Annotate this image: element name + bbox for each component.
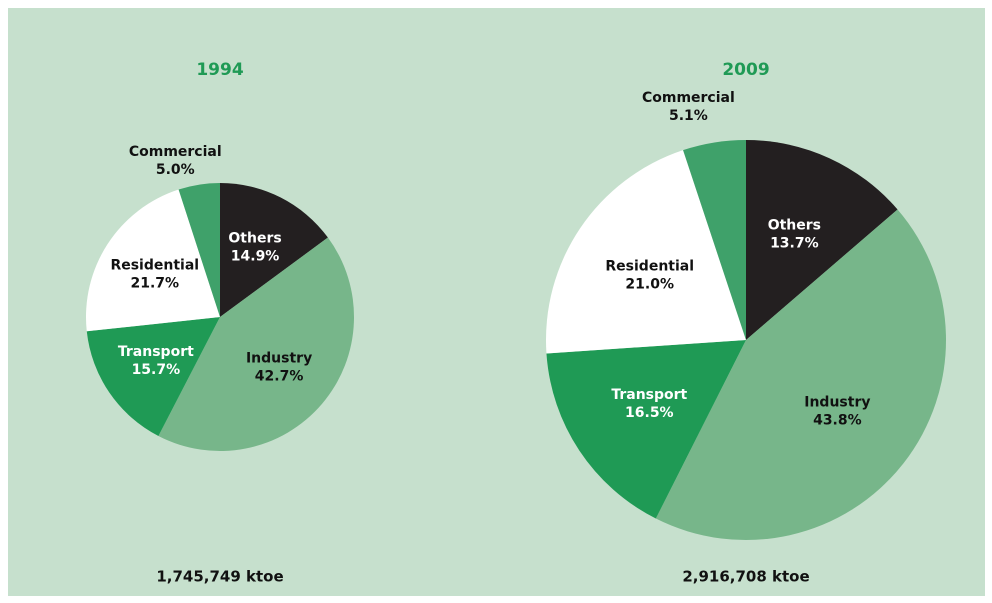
slice-category: Industry: [246, 350, 312, 366]
pie-slice: [746, 140, 898, 340]
slice-category: Transport: [611, 387, 687, 403]
slice-category: Commercial: [129, 144, 222, 160]
slice-value: 21.0%: [625, 276, 674, 292]
slice-category: Industry: [804, 394, 870, 410]
slice-value: 14.9%: [231, 249, 280, 265]
chart-title: 1994: [196, 60, 243, 80]
slice-category: Residential: [110, 258, 199, 274]
slice-value: 43.8%: [813, 412, 862, 428]
slice-value: 16.5%: [625, 405, 674, 421]
pie-slice: [683, 140, 746, 340]
total-label: 2,916,708 ktoe: [682, 568, 809, 586]
slice-value: 5.0%: [156, 162, 195, 178]
pie-slice: [86, 189, 220, 332]
slice-value: 5.1%: [669, 108, 708, 124]
slice-value: 21.7%: [130, 276, 179, 292]
slice-value: 13.7%: [770, 236, 819, 252]
pie-slice: [655, 209, 946, 540]
pie-slice: [546, 340, 746, 519]
pie-slice: [220, 183, 328, 317]
slice-category: Residential: [605, 258, 694, 274]
slice-category: Commercial: [642, 90, 735, 106]
total-label: 1,745,749 ktoe: [156, 568, 283, 586]
slice-value: 42.7%: [255, 368, 304, 384]
pie-slice: [86, 317, 220, 437]
slice-category: Others: [228, 231, 281, 247]
chart-title: 2009: [722, 60, 769, 80]
slice-category: Transport: [118, 344, 194, 360]
slice-category: Others: [768, 218, 821, 234]
pie-slice: [178, 183, 220, 317]
pie-slice: [158, 237, 354, 451]
slice-value: 15.7%: [132, 362, 181, 378]
pie-slice: [546, 150, 746, 354]
